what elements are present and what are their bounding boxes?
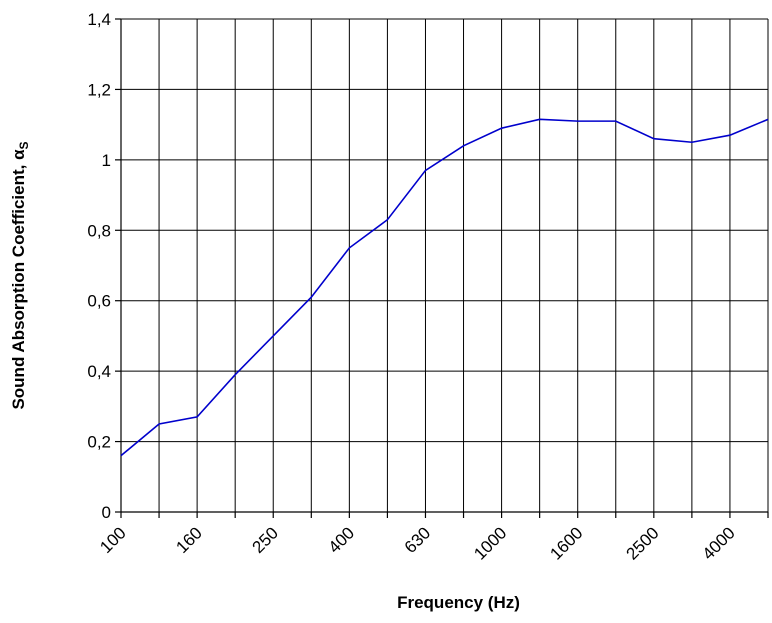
x-tick-label: 1600: [546, 523, 586, 563]
x-tick-label: 250: [249, 523, 282, 556]
x-tick-label: 400: [325, 523, 358, 556]
x-tick-labels: 100 160 250 400 630 1000 1600 2500 4000: [96, 523, 738, 563]
y-axis-title-subscript: S: [17, 141, 31, 149]
x-tick-label: 2500: [622, 523, 662, 563]
y-tick-label: 0,2: [87, 433, 111, 452]
y-tick-label: 1,4: [87, 10, 111, 29]
y-tick-label: 1: [102, 151, 111, 170]
axes: [120, 19, 769, 518]
y-axis-title: Sound Absorption Coefficient, αS: [9, 141, 31, 409]
y-tick-label: 0,8: [87, 221, 111, 240]
vertical-gridlines: [120, 19, 769, 512]
y-tick-label: 0,4: [87, 362, 111, 381]
series-group: [120, 118, 769, 457]
x-tick-label: 160: [172, 523, 205, 556]
y-tick-labels: 0 0,2 0,4 0,6 0,8 1 1,2 1,4: [87, 10, 111, 522]
y-axis-title-text: Sound Absorption Coefficient, α: [9, 149, 28, 410]
x-tick-label: 630: [401, 523, 434, 556]
y-tick-label: 0,6: [87, 292, 111, 311]
x-tick-label: 4000: [699, 523, 739, 563]
x-tick-label: 1000: [470, 523, 510, 563]
y-tick-label: 1,2: [87, 80, 111, 99]
y-tick-label: 0: [102, 503, 111, 522]
horizontal-gridlines: [115, 18, 768, 513]
series-line-0: [120, 118, 769, 457]
x-tick-label: 100: [96, 523, 129, 556]
x-axis-title: Frequency (Hz): [397, 593, 520, 612]
